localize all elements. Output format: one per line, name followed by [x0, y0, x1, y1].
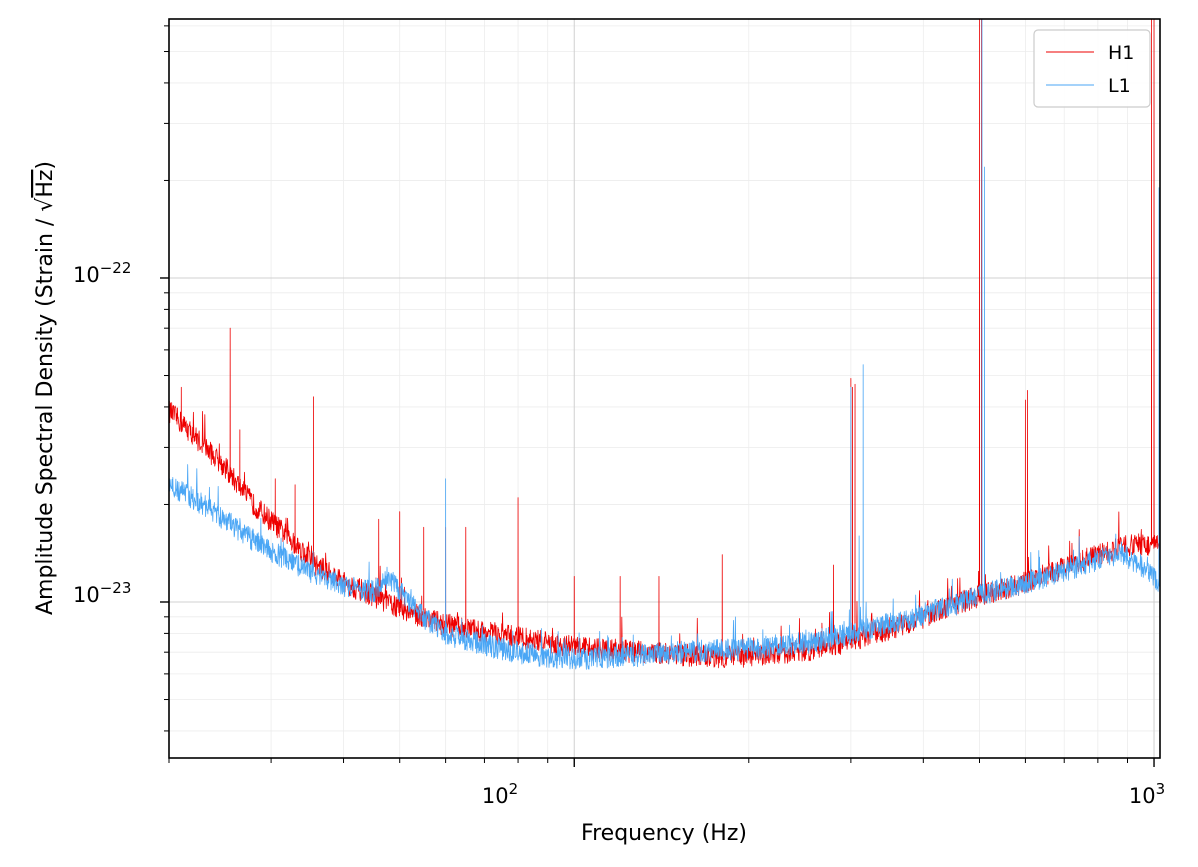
plot-frame — [168, 18, 1161, 759]
y-axis-label: Amplitude Spectral Density (Strain / √Hz… — [33, 161, 58, 615]
y-axis-ticks — [160, 25, 169, 732]
x-tick-label-100: 102 — [482, 780, 518, 808]
series-line-l1 — [169, 19, 1160, 670]
legend: H1 L1 — [1033, 29, 1151, 108]
x-axis-label: Frequency (Hz) — [581, 821, 747, 846]
y-tick-label-1e-23: 10−23 — [73, 579, 131, 607]
legend-label-l1: L1 — [1108, 75, 1131, 97]
legend-box — [1033, 29, 1151, 108]
y-tick-label-1e-22: 10−22 — [73, 259, 131, 287]
x-axis-ticks — [168, 758, 1155, 767]
x-tick-label-1000: 103 — [1129, 780, 1165, 808]
legend-label-h1: H1 — [1108, 42, 1134, 64]
